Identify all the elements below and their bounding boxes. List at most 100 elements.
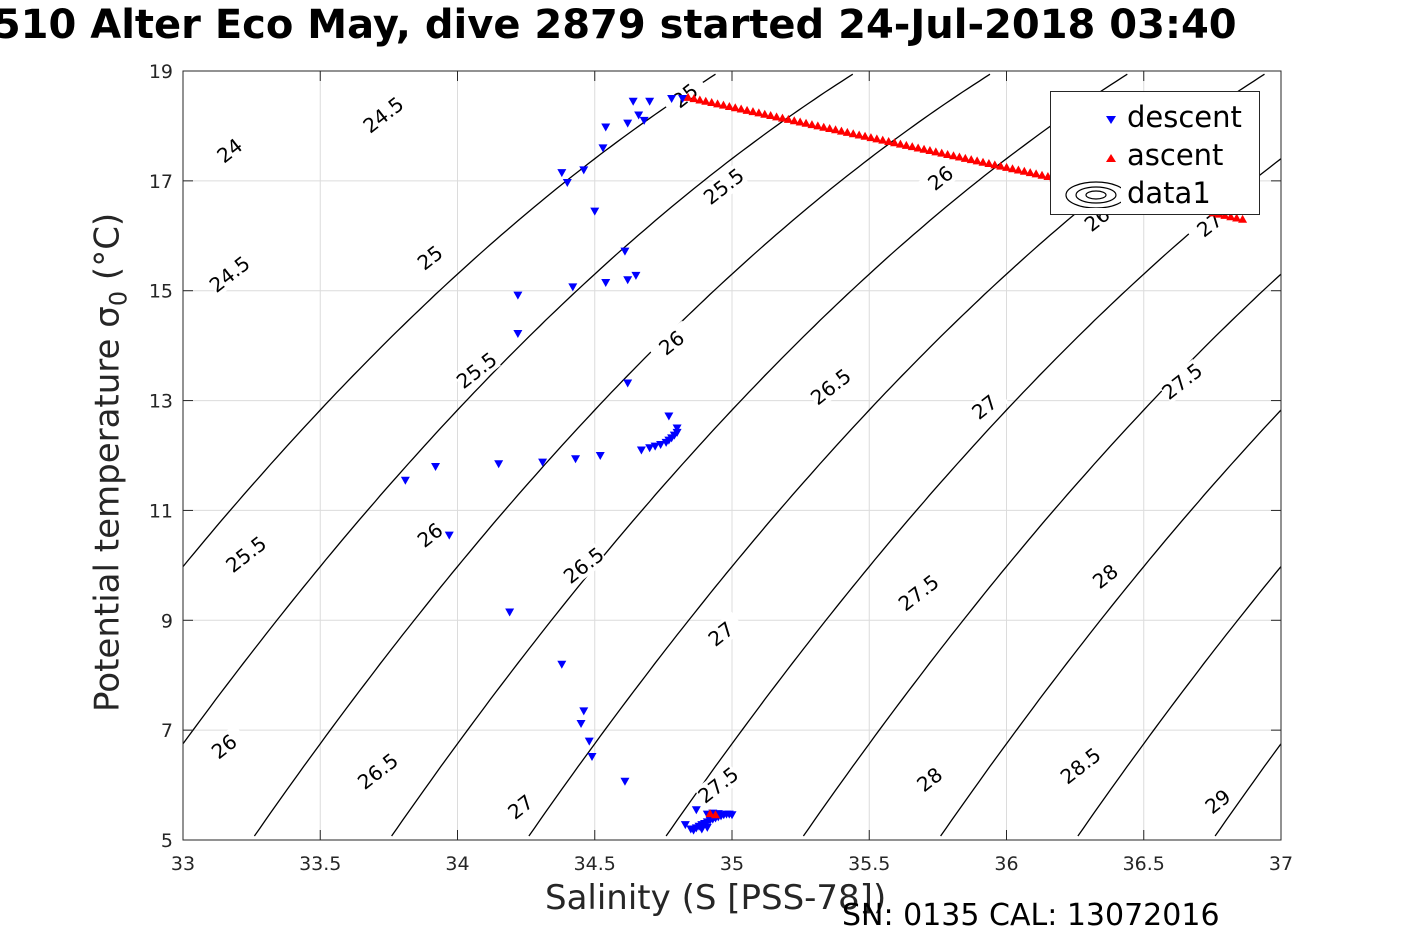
legend: descent ascent data1	[1050, 91, 1260, 215]
descent-point	[562, 179, 572, 188]
contour-label: 27.5	[693, 762, 743, 808]
ascent-point	[736, 104, 746, 113]
descent-series	[400, 94, 737, 835]
contour-line	[391, 73, 1128, 837]
descent-point	[584, 737, 594, 746]
ascent-point	[866, 133, 876, 142]
y-tick-label: 9	[161, 610, 173, 632]
ascent-point	[872, 134, 882, 143]
descent-point	[623, 119, 633, 128]
ascent-point	[978, 157, 988, 166]
contour-line	[1214, 743, 1282, 837]
y-axis-label-sub: 0	[104, 290, 133, 307]
ascent-point	[943, 149, 953, 158]
ascent-point	[713, 99, 723, 108]
ascent-point	[836, 126, 846, 135]
contour-label-bg	[222, 532, 271, 577]
contour-label: 25.5	[699, 163, 749, 209]
ascent-point	[1238, 214, 1248, 223]
ascent-point	[831, 125, 841, 134]
descent-point	[557, 660, 567, 669]
ascent-point	[795, 117, 805, 126]
contour-label: 25.5	[221, 531, 271, 577]
descent-point	[579, 166, 589, 175]
ascent-point	[766, 111, 776, 120]
x-tick-label: 34	[445, 853, 469, 875]
descent-point	[579, 707, 589, 716]
contour-label: 24.5	[358, 92, 408, 138]
descent-point	[727, 811, 737, 820]
descent-point	[400, 476, 410, 485]
ascent-point	[848, 129, 858, 138]
descent-point	[513, 291, 523, 300]
descent-point	[636, 446, 646, 455]
y-tick-label: 15	[149, 281, 173, 303]
x-tick-label: 33	[171, 853, 195, 875]
ascent-point	[695, 95, 705, 104]
ascent-point	[1031, 169, 1041, 178]
y-tick-label: 13	[149, 391, 173, 413]
contour-label-bg	[405, 512, 455, 558]
contour-label: 25.5	[452, 347, 502, 393]
ascent-point	[1226, 212, 1236, 221]
ascent-point	[854, 130, 864, 139]
descent-point	[634, 111, 644, 120]
ascent-point	[878, 135, 888, 144]
ascent-point	[1025, 168, 1035, 177]
legend-item-descent: descent	[1051, 98, 1259, 134]
x-tick-label: 35	[720, 853, 744, 875]
contour-label: 26.5	[806, 364, 856, 410]
contour-label-bg	[696, 611, 746, 657]
descent-point	[664, 412, 674, 421]
descent-point	[568, 283, 578, 292]
ascent-point	[966, 155, 976, 164]
x-tick-label: 36	[994, 853, 1018, 875]
descent-point	[631, 271, 641, 280]
x-tick-label: 37	[1269, 853, 1293, 875]
contour-label-bg	[1056, 743, 1105, 789]
ascent-point	[772, 112, 782, 121]
contour-label-bg	[905, 757, 954, 802]
descent-point	[601, 123, 611, 132]
contour-label-bg	[960, 384, 1009, 430]
ascent-point	[984, 159, 994, 168]
contour-marker-icon	[1065, 181, 1121, 208]
ascent-point	[860, 131, 870, 140]
ascent-point	[813, 121, 823, 130]
ascent-point	[890, 138, 900, 147]
legend-item-ascent: ascent	[1051, 136, 1259, 172]
ascent-point	[730, 103, 740, 112]
ascent-point	[1008, 164, 1018, 173]
ascent-point	[1013, 165, 1023, 174]
contour-line	[665, 158, 1282, 837]
descent-point	[538, 458, 548, 467]
y-tick-label: 11	[149, 500, 173, 522]
ascent-point	[913, 143, 923, 152]
descent-point	[576, 720, 586, 729]
y-tick-label: 19	[149, 61, 173, 83]
descent-point	[661, 438, 671, 447]
ascent-point	[960, 153, 970, 162]
contour-label-bg	[1081, 554, 1130, 599]
contour-label: 28.5	[1056, 743, 1106, 789]
descent-point	[623, 276, 633, 285]
ascent-point	[724, 101, 734, 110]
ascent-point	[683, 92, 693, 101]
descent-point	[691, 806, 701, 815]
ascent-point	[711, 810, 721, 819]
y-tick-label: 5	[161, 830, 173, 852]
contour-label: 26.5	[559, 542, 609, 588]
ascent-point	[701, 96, 711, 105]
ascent-point	[742, 105, 752, 114]
contour-label-bg	[200, 724, 249, 769]
contour-label-bg	[205, 252, 254, 297]
contour-label: 26.5	[353, 748, 403, 794]
ascent-point	[783, 114, 793, 123]
descent-point	[645, 444, 655, 453]
descent-point	[557, 169, 567, 178]
ascent-point	[949, 151, 959, 160]
ascent-point	[789, 116, 799, 125]
ascent-point	[884, 136, 894, 145]
y-axis-label-main: Potential temperature	[87, 327, 128, 713]
